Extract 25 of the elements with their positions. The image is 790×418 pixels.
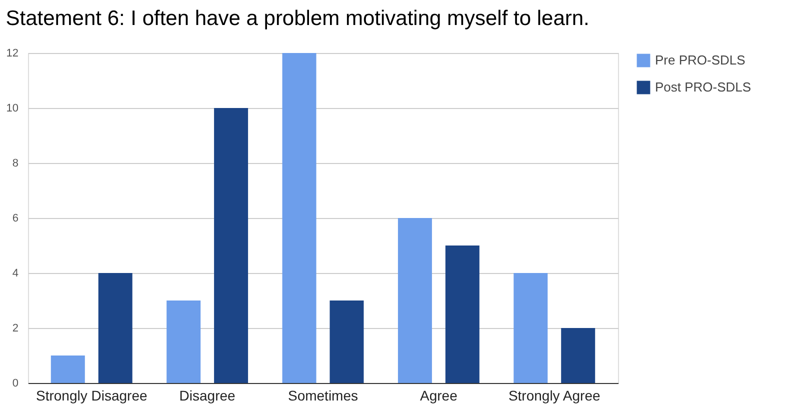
y-tick-label: 8 xyxy=(12,158,18,170)
bar xyxy=(514,273,548,383)
y-tick-label: 10 xyxy=(6,102,18,114)
x-tick-label: Strongly Disagree xyxy=(36,388,148,404)
y-tick-label: 4 xyxy=(12,268,18,280)
x-tick-label: Sometimes xyxy=(288,388,358,404)
x-tick-label: Disagree xyxy=(179,388,236,404)
bar xyxy=(330,300,364,383)
bar xyxy=(282,53,316,383)
bar xyxy=(561,328,596,383)
legend-label: Post PRO-SDLS xyxy=(655,80,752,94)
x-tick-label: Strongly Agree xyxy=(508,388,600,404)
chart-title: Statement 6: I often have a problem motivating myself to learn. xyxy=(6,7,590,30)
y-tick-label: 6 xyxy=(12,212,18,224)
y-tick-label: 2 xyxy=(12,322,18,334)
y-tick-label: 0 xyxy=(12,378,18,390)
bar xyxy=(445,246,480,383)
bar xyxy=(98,273,132,383)
y-tick-label: 12 xyxy=(6,48,18,60)
legend-label: Pre PRO-SDLS xyxy=(655,52,746,68)
bar xyxy=(166,300,201,383)
bar xyxy=(50,356,85,383)
bar xyxy=(214,108,248,383)
x-tick-label: Agree xyxy=(420,388,458,404)
bar xyxy=(398,218,432,383)
